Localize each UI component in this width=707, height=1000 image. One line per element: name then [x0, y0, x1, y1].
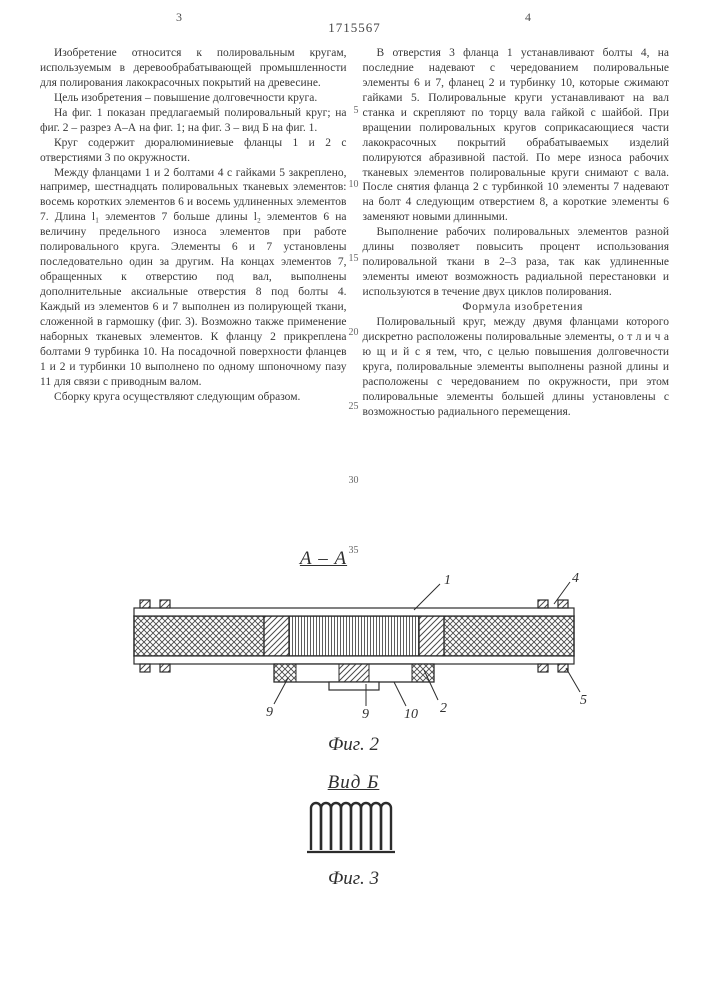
page-number-right: 4 — [525, 10, 531, 25]
line-number: 5 — [354, 104, 359, 117]
left-column: Изобретение относится к полировальным кр… — [40, 46, 347, 419]
callout-2: 2 — [440, 701, 447, 716]
callout-4: 4 — [572, 571, 579, 586]
para: Круг содержит дюралюминиевые фланцы 1 и … — [40, 136, 347, 166]
formula-title: Формула изобретения — [363, 300, 670, 315]
figure-2: 1 4 2 5 9 9 10 — [114, 570, 594, 730]
figure-3-label: Фиг. 3 — [0, 868, 707, 890]
para: Выполнение рабочих полировальных элемент… — [363, 225, 670, 300]
para: Между фланцами 1 и 2 болтами 4 с гайками… — [40, 166, 347, 390]
right-column: В отверстия 3 фланца 1 устанавливают бол… — [363, 46, 670, 419]
callout-1: 1 — [444, 573, 451, 588]
figure-2-label: Фиг. 2 — [0, 734, 707, 756]
para: Цель изобретения – повышение долговечнос… — [40, 91, 347, 106]
callout-9a: 9 — [266, 705, 273, 720]
callout-10: 10 — [404, 707, 418, 722]
para: Сборку круга осуществляют следующим обра… — [40, 390, 347, 405]
line-number: 20 — [349, 326, 359, 339]
page-number-left: 3 — [176, 10, 182, 25]
line-number: 10 — [349, 178, 359, 191]
para: Изобретение относится к полировальным кр… — [40, 46, 347, 91]
callout-5: 5 — [580, 693, 587, 708]
view-b-label: Вид Б — [0, 772, 707, 794]
section-label-aa: А – А — [0, 548, 707, 570]
callout-9b: 9 — [362, 707, 369, 722]
line-number: 30 — [349, 474, 359, 487]
figure-3 — [299, 794, 409, 864]
figures-area: А – А — [0, 548, 707, 890]
para: В отверстия 3 фланца 1 устанавливают бол… — [363, 46, 670, 225]
formula-body: Полировальный круг, между двумя фланцами… — [363, 315, 670, 420]
line-number: 15 — [349, 252, 359, 265]
text-columns: Изобретение относится к полировальным кр… — [40, 46, 669, 419]
para: На фиг. 1 показан предлагаемый полировал… — [40, 106, 347, 136]
line-number: 25 — [349, 400, 359, 413]
patent-number: 1715567 — [40, 20, 669, 36]
